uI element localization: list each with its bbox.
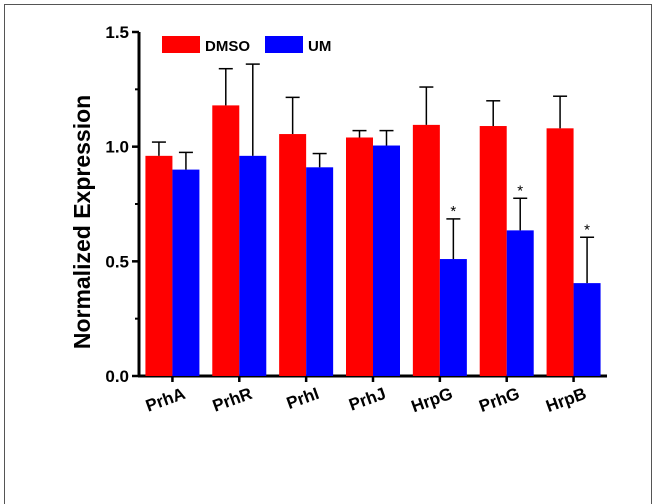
bar-um-prhi [306, 167, 334, 376]
error-bars [151, 63, 595, 284]
x-tick-label: PrhJ [346, 384, 388, 415]
bar-um-prhj [373, 145, 400, 376]
significance-marker: * [584, 221, 590, 238]
y-tick-label: 1.0 [105, 138, 129, 157]
bar-um-prhg [506, 230, 534, 376]
bar-dmso-hrpg [412, 124, 440, 376]
bar-dmso-prhr [212, 105, 240, 377]
bar-um-prhr [239, 155, 267, 376]
bar-dmso-prhg [479, 126, 507, 376]
x-tick-label: PrhI [284, 384, 322, 413]
legend-label-um: UM [308, 38, 331, 55]
bar-um-hrpg [439, 259, 467, 376]
bar-um-hrpb [573, 283, 601, 376]
x-tick-label: PrhG [477, 384, 523, 416]
y-tick-label: 1.5 [105, 23, 129, 42]
x-tick-label: PrhA [143, 384, 188, 416]
x-tick-label: HrpG [409, 384, 455, 416]
significance-marker: * [517, 182, 523, 199]
bars [145, 105, 601, 377]
y-axis-title: Normalized Expression [69, 95, 95, 349]
bar-um-prha [172, 169, 200, 376]
legend-swatch-dmso [162, 36, 200, 53]
bar-dmso-prha [145, 155, 173, 376]
legend: DMSO UM [162, 36, 331, 55]
x-tick-label: PrhR [210, 384, 255, 416]
x-tick-label: HrpB [543, 384, 589, 416]
y-tick-label: 0.0 [105, 367, 129, 386]
significance-marker: * [450, 203, 456, 220]
bar-dmso-prhj [346, 137, 373, 376]
legend-label-dmso: DMSO [205, 38, 250, 55]
legend-swatch-um [265, 36, 303, 53]
bar-dmso-hrpb [546, 128, 574, 376]
bar-dmso-prhi [279, 134, 307, 376]
figure-frame [4, 4, 652, 504]
bar-chart: 0.0 0.5 1.0 1.5 PrhA PrhR PrhI PrhJ * HrpG * PrhG * H… [69, 23, 607, 416]
y-tick-label: 0.5 [105, 252, 129, 271]
